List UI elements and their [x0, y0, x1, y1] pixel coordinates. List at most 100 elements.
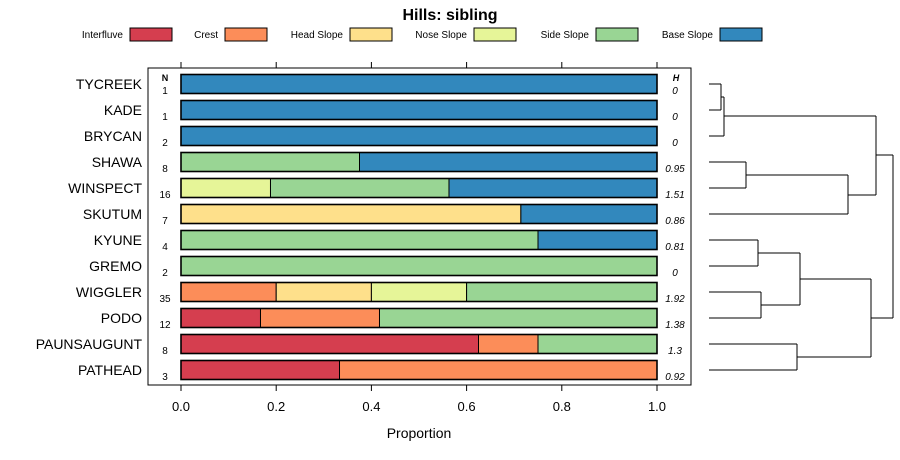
h-value: 0 [672, 86, 678, 97]
dendrogram-link [709, 96, 725, 137]
bar-outline [180, 73, 658, 95]
bar-outline [180, 151, 658, 173]
row-label-gremo: GREMO [89, 258, 142, 274]
x-axis-title: Proportion [387, 425, 452, 441]
bar-segment-wiggler-head-slope [275, 282, 372, 302]
row-label-tycreek: TYCREEK [76, 76, 143, 92]
chart-title: Hills: sibling [402, 7, 497, 24]
bar-segment-kyune-base-slope [537, 230, 658, 250]
legend-label-crest: Crest [194, 30, 218, 41]
bar-segment-paunsaugunt-interfluve [180, 334, 479, 354]
bar-segment-gremo-side-slope [180, 256, 658, 276]
x-tick-label: 0.2 [267, 399, 285, 414]
h-value: 0.92 [665, 372, 685, 383]
n-value: 8 [162, 346, 168, 357]
legend-swatch-crest [224, 27, 268, 42]
bar-segment-pathead-interfluve [180, 360, 341, 380]
dendrogram-link [797, 278, 872, 358]
h-value: 0.86 [665, 216, 685, 227]
h-value: 0.95 [665, 164, 685, 175]
h-column-header: H [673, 73, 680, 83]
dendrogram-link [709, 291, 762, 319]
bar-outline [180, 229, 658, 251]
bar-segment-skutum-base-slope [520, 204, 658, 224]
bar-segment-podo-interfluve [180, 308, 261, 328]
dendrogram-link [758, 252, 801, 306]
bar-segment-skutum-head-slope [180, 204, 522, 224]
x-tick-label: 0.8 [553, 399, 571, 414]
h-value: 0 [672, 268, 678, 279]
row-label-winspect: WINSPECT [68, 180, 142, 196]
bar-segment-kade-base-slope [180, 100, 658, 120]
x-tick-label: 0.4 [362, 399, 380, 414]
legend-label-side-slope: Side Slope [541, 30, 590, 41]
x-axis: 0.0 0.2 0.4 0.6 0.8 1.0 [172, 62, 666, 414]
row-label-podo: PODO [101, 310, 142, 326]
bar-outline [180, 333, 658, 355]
dendrogram-link [871, 154, 894, 319]
bar-outline [180, 99, 658, 121]
n-value: 12 [159, 320, 171, 331]
x-tick-label: 0.0 [172, 399, 190, 414]
h-value: 0 [672, 138, 678, 149]
legend-swatch-side-slope [595, 27, 639, 42]
n-value: 1 [162, 112, 168, 123]
bar-outline [180, 281, 658, 303]
row-label-brycan: BRYCAN [84, 128, 142, 144]
bar-outline [180, 307, 658, 329]
bar-outline [180, 255, 658, 277]
bars [180, 73, 658, 381]
row-label-shawa: SHAWA [92, 154, 143, 170]
row-label-kyune: KYUNE [94, 232, 142, 248]
bar-outline [180, 177, 658, 199]
n-value: 1 [162, 86, 168, 97]
n-value: 16 [159, 190, 171, 201]
bar-segment-wiggler-crest [180, 282, 277, 302]
legend-label-interfluve: Interfluve [82, 30, 124, 41]
h-value: 1.51 [665, 190, 684, 201]
row-label-paunsaugunt: PAUNSAUGUNT [36, 336, 143, 352]
bar-segment-paunsaugunt-crest [478, 334, 539, 354]
legend-swatch-interfluve [129, 27, 173, 42]
x-tick-label: 0.6 [458, 399, 476, 414]
dendrogram-link [709, 174, 849, 215]
legend: Interfluve Crest Head Slope Nose Slope Side … [82, 27, 763, 42]
bar-segment-kyune-side-slope [180, 230, 539, 250]
x-tick-label: 1.0 [648, 399, 666, 414]
n-value: 2 [162, 268, 168, 279]
row-label-skutum: SKUTUM [83, 206, 142, 222]
bar-segment-podo-side-slope [378, 308, 658, 328]
legend-swatch-base-slope [719, 27, 763, 42]
dendrogram-link [709, 83, 722, 111]
n-value: 3 [162, 372, 168, 383]
row-label-kade: KADE [104, 102, 142, 118]
legend-label-nose-slope: Nose Slope [415, 30, 467, 41]
dendrogram-link [709, 239, 759, 267]
bar-outline [180, 125, 658, 147]
bar-segment-winspect-side-slope [269, 178, 450, 198]
bar-segment-winspect-nose-slope [180, 178, 271, 198]
bar-segment-wiggler-side-slope [466, 282, 658, 302]
h-value: 1.3 [668, 346, 682, 357]
bar-segment-winspect-base-slope [448, 178, 658, 198]
bar-segment-shawa-side-slope [180, 152, 360, 172]
h-value: 1.38 [665, 320, 685, 331]
dendrogram-link [724, 115, 877, 196]
bar-segment-wiggler-nose-slope [370, 282, 468, 302]
bar-outline [180, 203, 658, 225]
bar-segment-shawa-base-slope [359, 152, 658, 172]
n-value: 2 [162, 138, 168, 149]
bar-segment-pathead-crest [339, 360, 658, 380]
dendrogram-link [709, 161, 747, 189]
row-label-wiggler: WIGGLER [76, 284, 142, 300]
h-value: 1.92 [665, 294, 685, 305]
legend-swatch-nose-slope [473, 27, 517, 42]
bar-segment-paunsaugunt-side-slope [537, 334, 658, 354]
bar-outline [180, 359, 658, 381]
dendrogram-link [709, 343, 798, 371]
h-value: 0.81 [665, 242, 684, 253]
n-value: 35 [159, 294, 171, 305]
plot-frame [147, 67, 692, 386]
h-value: 0 [672, 112, 678, 123]
